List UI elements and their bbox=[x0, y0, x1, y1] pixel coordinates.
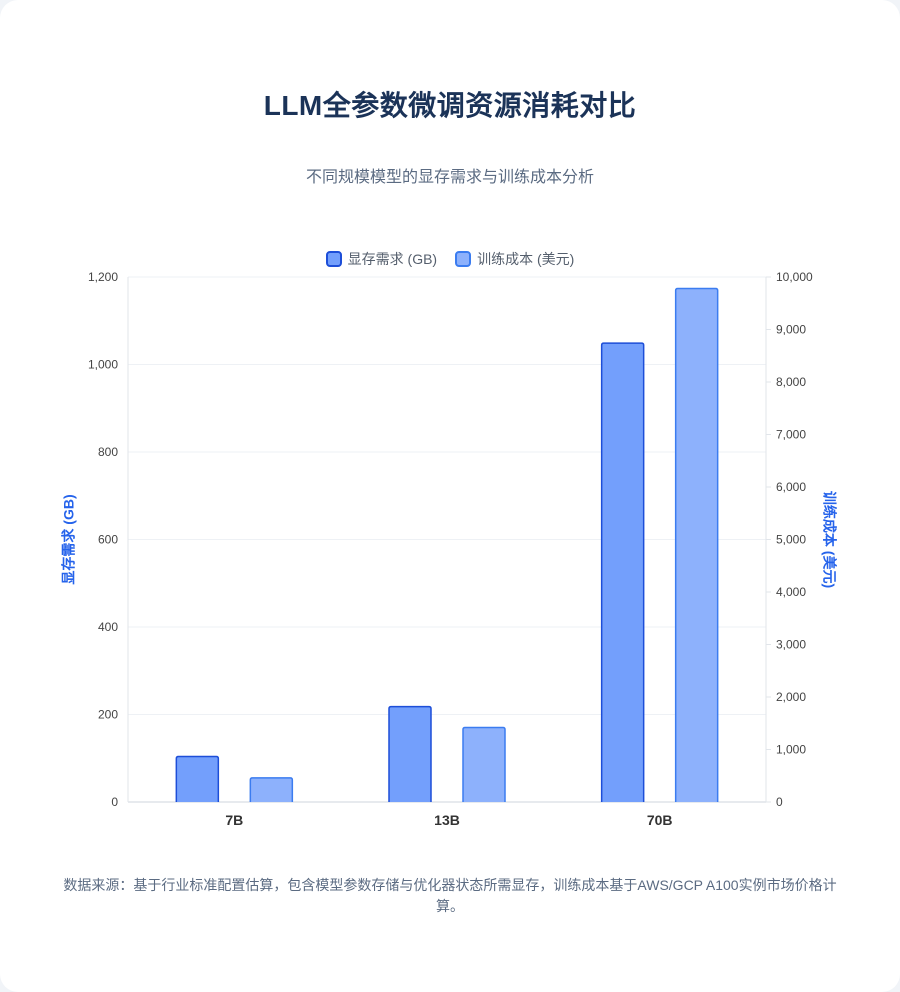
y-tick-label: 1,000 bbox=[88, 358, 118, 372]
legend-label-cost: 训练成本 (美元) bbox=[477, 251, 575, 267]
bar-cost-13b bbox=[462, 726, 506, 802]
y2-tick-label: 1,000 bbox=[776, 743, 806, 757]
y2-tick-label: 0 bbox=[776, 795, 783, 809]
bar-memory-70b bbox=[600, 342, 645, 802]
data-source-note: 数据来源：基于行业标准配置估算，包含模型参数存储与优化器状态所需显存，训练成本基… bbox=[63, 877, 837, 914]
y2-tick-label: 4,000 bbox=[776, 585, 806, 599]
y-tick-label: 600 bbox=[98, 533, 118, 547]
y2-tick-label: 10,000 bbox=[776, 270, 813, 284]
y-axis-title: 显存需求 (GB) bbox=[61, 494, 77, 584]
chart-subtitle: 不同规模模型的显存需求与训练成本分析 bbox=[305, 169, 594, 186]
y-tick-label: 800 bbox=[98, 445, 118, 459]
bar-cost-70b bbox=[674, 287, 719, 802]
legend-label-memory: 显存需求 (GB) bbox=[347, 251, 438, 267]
y2-tick-label: 9,000 bbox=[776, 323, 806, 337]
y2-tick-label: 6,000 bbox=[776, 480, 806, 494]
x-tick-label: 7B bbox=[225, 812, 243, 828]
bar-memory-7b bbox=[175, 755, 220, 802]
y2-tick-label: 2,000 bbox=[776, 690, 806, 704]
y-tick-label: 0 bbox=[111, 795, 118, 809]
legend-swatch-cost bbox=[455, 251, 472, 267]
bar-memory-13b bbox=[388, 705, 432, 802]
y2-tick-label: 5,000 bbox=[776, 533, 806, 547]
x-tick-label: 13B bbox=[434, 812, 460, 828]
legend-item-cost[interactable]: 训练成本 (美元) bbox=[455, 249, 574, 269]
chart-legend: 显存需求 (GB) 训练成本 (美元) bbox=[0, 249, 900, 269]
y2-tick-label: 3,000 bbox=[776, 638, 806, 652]
y2-tick-label: 8,000 bbox=[776, 375, 806, 389]
y-tick-label: 400 bbox=[98, 620, 118, 634]
x-tick-label: 70B bbox=[647, 812, 673, 828]
bar-cost-7b bbox=[249, 777, 294, 802]
y-tick-label: 200 bbox=[98, 708, 118, 722]
legend-swatch-memory bbox=[325, 251, 342, 267]
chart-title: LLM全参数微调资源消耗对比 bbox=[263, 90, 637, 121]
y-tick-label: 1,200 bbox=[88, 270, 118, 284]
y2-axis-title: 训练成本 (美元) bbox=[821, 491, 837, 588]
y2-tick-label: 7,000 bbox=[776, 428, 806, 442]
legend-item-memory[interactable]: 显存需求 (GB) bbox=[325, 249, 438, 269]
